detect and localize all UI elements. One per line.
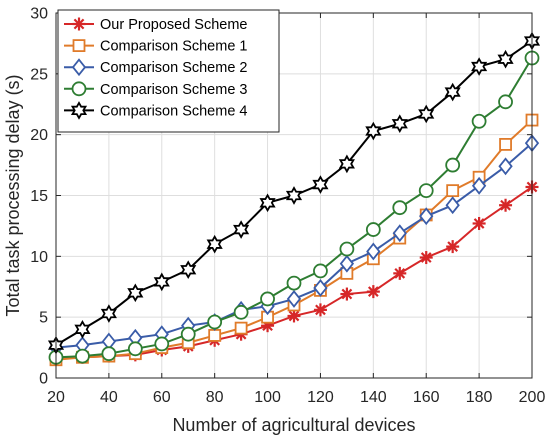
data-point — [180, 260, 197, 280]
data-point — [180, 326, 196, 342]
legend-item: Comparison Scheme 1 — [64, 39, 248, 55]
series-5 — [47, 31, 541, 355]
data-point — [365, 222, 381, 237]
y-tick-label: 20 — [30, 127, 48, 144]
data-point — [499, 198, 513, 212]
data-point — [472, 216, 486, 230]
data-point — [312, 175, 329, 194]
data-point — [206, 234, 223, 254]
data-point — [499, 137, 512, 151]
data-point — [366, 242, 381, 261]
data-point — [446, 240, 460, 254]
y-tick-label: 30 — [30, 6, 48, 23]
y-tick-label: 10 — [30, 249, 48, 266]
legend-marker — [72, 39, 86, 52]
data-point — [313, 279, 328, 297]
data-point — [259, 193, 276, 213]
x-tick-label: 40 — [100, 389, 118, 406]
x-tick-label: 100 — [254, 389, 281, 406]
data-point — [233, 220, 250, 239]
data-point — [207, 314, 223, 330]
data-point — [444, 82, 461, 102]
data-point — [445, 196, 460, 215]
legend-marker — [71, 81, 87, 97]
data-point — [471, 176, 487, 195]
data-point — [127, 341, 143, 357]
data-point — [153, 272, 170, 292]
y-tick-label: 15 — [30, 188, 48, 205]
data-point — [445, 157, 461, 173]
data-point — [208, 329, 222, 342]
legend-label: Our Proposed Scheme — [100, 17, 248, 33]
y-axis-title: Total task processing delay (s) — [3, 74, 23, 316]
x-tick-label: 60 — [153, 389, 171, 406]
data-point — [260, 291, 275, 307]
data-point — [419, 251, 433, 265]
series-layer — [47, 31, 541, 367]
data-point — [392, 200, 408, 216]
data-point — [339, 254, 355, 273]
data-point — [418, 104, 435, 124]
x-tick-label: 20 — [47, 389, 65, 406]
data-point — [286, 275, 302, 291]
data-point — [75, 348, 90, 364]
series-4 — [48, 50, 540, 365]
data-point — [497, 49, 514, 69]
data-point — [74, 320, 91, 339]
data-point — [365, 121, 382, 141]
data-point — [471, 113, 487, 129]
x-tick-label: 120 — [307, 389, 334, 406]
y-tick-label: 25 — [30, 66, 48, 83]
legend-label: Comparison Scheme 3 — [100, 82, 248, 98]
data-point — [339, 241, 355, 257]
x-axis-title: Number of agricultural devices — [172, 415, 415, 435]
data-point — [340, 287, 354, 301]
data-point — [154, 336, 170, 352]
data-point — [418, 183, 434, 199]
legend-item: Our Proposed Scheme — [64, 17, 248, 33]
data-point — [100, 304, 117, 323]
legend-label: Comparison Scheme 2 — [100, 60, 248, 76]
data-point — [498, 157, 513, 176]
data-point — [285, 186, 303, 205]
y-tick-label: 0 — [39, 371, 48, 388]
legend-label: Comparison Scheme 1 — [100, 39, 248, 55]
legend-marker — [71, 58, 87, 77]
x-tick-label: 160 — [413, 389, 440, 406]
data-point — [233, 304, 249, 320]
data-point — [338, 154, 355, 174]
x-tick-label: 80 — [206, 389, 224, 406]
data-point — [286, 289, 302, 308]
data-point — [498, 94, 513, 110]
legend-item: Comparison Scheme 3 — [64, 81, 248, 98]
legend-marker — [72, 17, 86, 31]
data-point — [313, 303, 327, 317]
legend-item: Comparison Scheme 4 — [64, 101, 248, 120]
data-point — [366, 285, 380, 299]
x-tick-label: 200 — [519, 389, 546, 406]
legend-marker — [70, 101, 88, 120]
axis-ticks: 20 40 60 80 100 120 140 160 180 200 0 5 10 15 20 25 30 — [30, 6, 545, 407]
legend-label: Comparison Scheme 4 — [100, 103, 248, 119]
legend: Our Proposed Scheme Comparison Scheme 1 Co… — [57, 9, 280, 133]
x-tick-label: 140 — [360, 389, 387, 406]
legend-box — [57, 9, 280, 133]
x-tick-label: 180 — [466, 389, 493, 406]
legend-item: Comparison Scheme 2 — [64, 58, 248, 77]
data-point — [393, 266, 407, 280]
data-point — [287, 309, 301, 323]
data-point — [313, 263, 328, 279]
data-point — [391, 114, 408, 134]
data-point — [392, 224, 407, 243]
data-point — [446, 184, 460, 198]
data-point — [419, 207, 434, 226]
data-point — [234, 321, 248, 335]
data-point — [127, 283, 144, 303]
data-point — [101, 346, 117, 362]
data-point — [471, 57, 488, 76]
y-tick-label: 5 — [39, 310, 48, 327]
